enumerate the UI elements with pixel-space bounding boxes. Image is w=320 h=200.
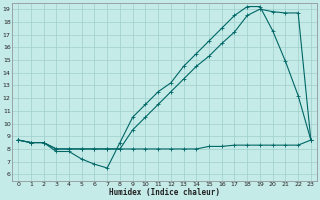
X-axis label: Humidex (Indice chaleur): Humidex (Indice chaleur) (109, 188, 220, 197)
